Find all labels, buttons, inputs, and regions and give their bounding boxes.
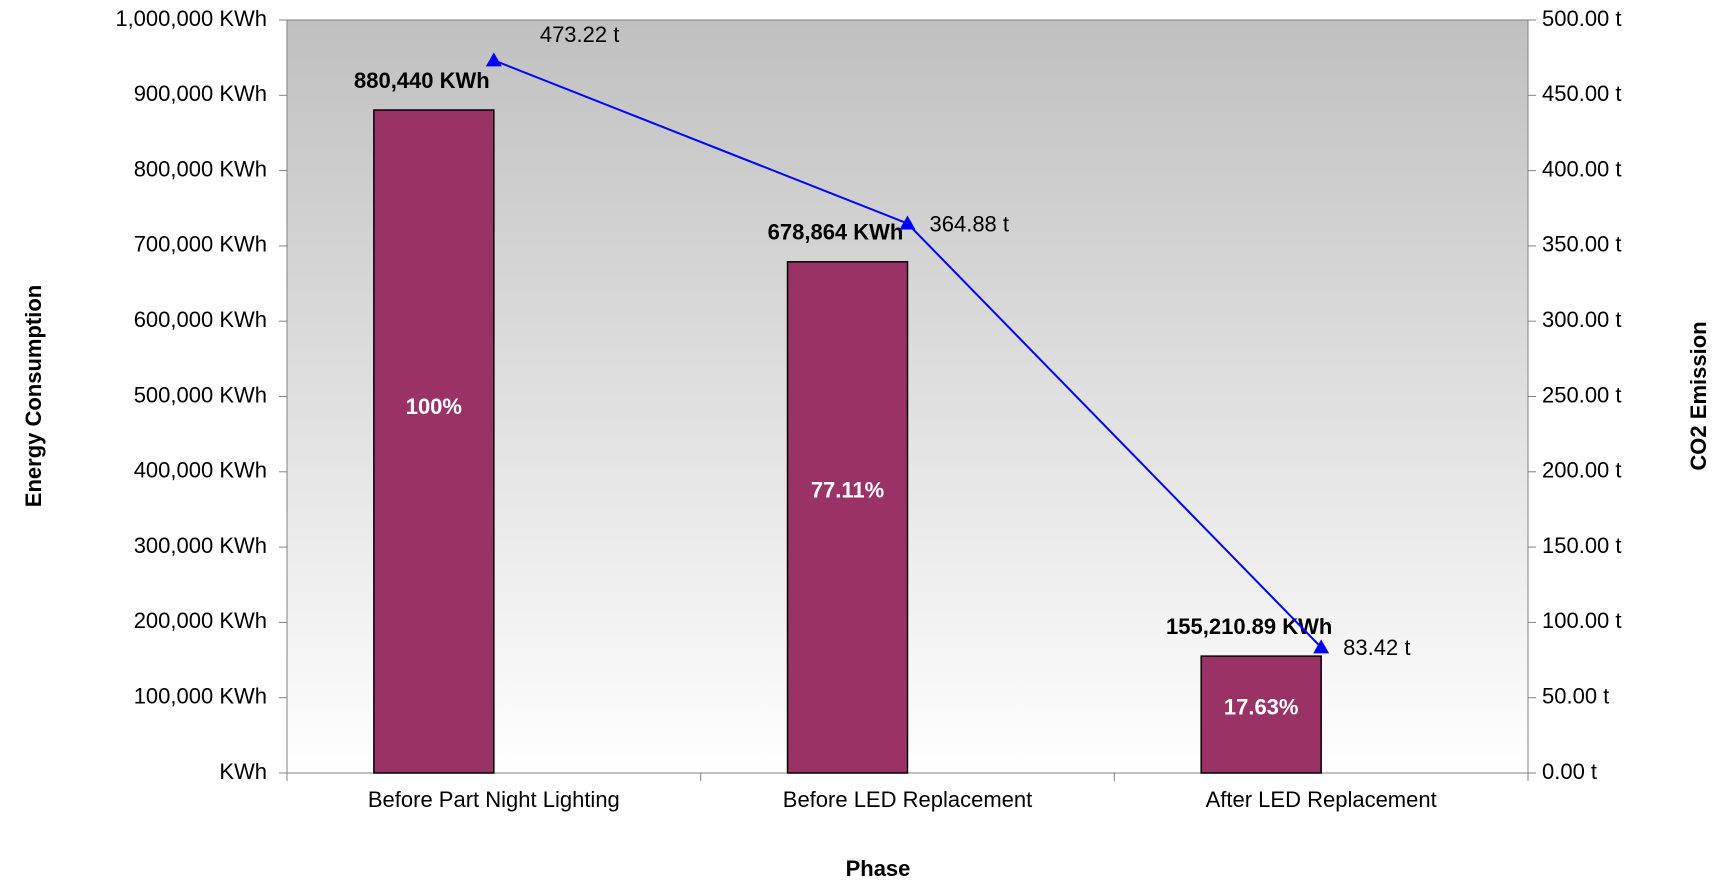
y2-tick-label: 100.00 t xyxy=(1542,608,1622,633)
y-tick-label: 700,000 KWh xyxy=(134,232,267,257)
y2-tick-label: 450.00 t xyxy=(1542,81,1622,106)
y-axis-title: Energy Consumption xyxy=(21,285,46,507)
y2-tick-label: 400.00 t xyxy=(1542,156,1622,181)
bar-percent-label: 17.63% xyxy=(1224,695,1299,720)
y2-tick-label: 200.00 t xyxy=(1542,458,1622,483)
line-marker xyxy=(485,52,502,67)
y-tick-label: 800,000 KWh xyxy=(134,156,267,181)
bar xyxy=(373,109,495,774)
y2-tick-label: 350.00 t xyxy=(1542,232,1622,257)
bar-value-label: 880,440 KWh xyxy=(354,68,490,93)
y2-tick-label: 50.00 t xyxy=(1542,684,1609,709)
y-tick-label: 600,000 KWh xyxy=(134,307,267,332)
y-tick-label: 200,000 KWh xyxy=(134,608,267,633)
y2-tick-label: 300.00 t xyxy=(1542,307,1622,332)
y-tick-label: 500,000 KWh xyxy=(134,382,267,407)
y-tick-label: 300,000 KWh xyxy=(134,533,267,558)
line-value-label: 473.22 t xyxy=(540,22,620,47)
x-tick-label: Before Part Night Lighting xyxy=(368,787,620,812)
y2-tick-label: 500.00 t xyxy=(1542,6,1622,31)
y-tick-label: 1,000,000 KWh xyxy=(115,6,267,31)
bar xyxy=(1200,655,1322,774)
y-tick-label: KWh xyxy=(219,759,267,784)
x-tick-label: Before LED Replacement xyxy=(783,787,1032,812)
line-value-label: 364.88 t xyxy=(930,211,1010,236)
y-tick-label: 900,000 KWh xyxy=(134,81,267,106)
bar-percent-label: 100% xyxy=(406,394,462,419)
y2-tick-label: 250.00 t xyxy=(1542,382,1622,407)
line-marker xyxy=(899,215,916,230)
y2-axis-title: CO2 Emission xyxy=(1686,321,1711,470)
x-axis-title: Phase xyxy=(846,856,911,881)
bar-percent-label: 77.11% xyxy=(811,478,884,503)
y-tick-label: 400,000 KWh xyxy=(134,458,267,483)
line-marker xyxy=(1313,639,1330,654)
bar-value-label: 155,210.89 KWh xyxy=(1166,614,1332,639)
x-tick-label: After LED Replacement xyxy=(1206,787,1437,812)
bar-value-label: 678,864 KWh xyxy=(768,220,904,245)
bar xyxy=(786,261,909,774)
y-tick-label: 100,000 KWh xyxy=(134,684,267,709)
y2-tick-label: 0.00 t xyxy=(1542,759,1597,784)
y2-tick-label: 150.00 t xyxy=(1542,533,1622,558)
line-value-label: 83.42 t xyxy=(1343,635,1410,660)
